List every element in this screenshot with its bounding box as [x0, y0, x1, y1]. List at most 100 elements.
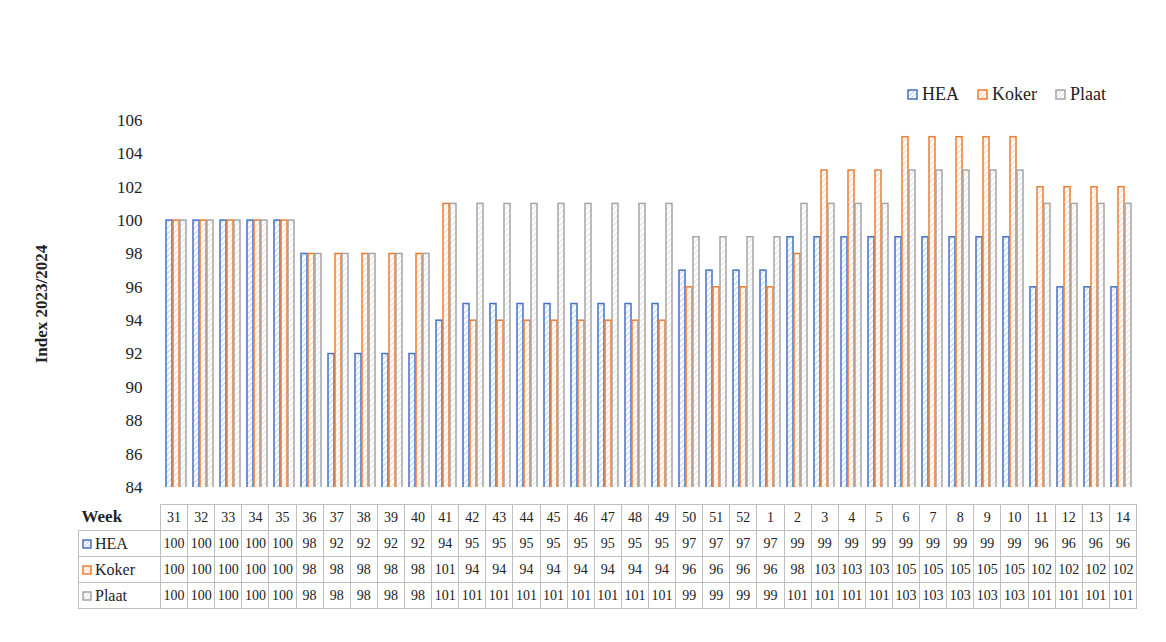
html-text:99: 99 [980, 535, 995, 551]
html-text:35: 35 [275, 509, 290, 525]
html-text:101: 101 [1031, 587, 1052, 603]
html-text:92: 92 [356, 535, 371, 551]
html-text:97: 97 [682, 535, 697, 551]
html-text:12: 12 [1061, 509, 1076, 525]
html-text:46: 46 [573, 509, 588, 525]
html-text:95: 95 [573, 535, 588, 551]
html-text:38: 38 [356, 509, 371, 525]
html-text:103 103 103 105 105 105 105 10: 103 103 103 105 105 105 105 105 [814, 561, 1025, 577]
html-text:44: 44 [519, 509, 534, 525]
html-text:95: 95 [600, 535, 615, 551]
html-text:100 100 100 100: 100 100 100 100 [163, 535, 266, 551]
html-text:102: 102 [1031, 561, 1052, 577]
html-text:39: 39 [383, 509, 398, 525]
html-text:97: 97 [709, 535, 724, 551]
html-text:98: 98 [302, 561, 317, 577]
html-text:101: 101 [434, 561, 456, 577]
html-text:99: 99 [790, 535, 805, 551]
html-text:102 102 102: 102 102 102 [1058, 561, 1134, 577]
html-text:97: 97 [736, 535, 751, 551]
html-text:50: 50 [682, 509, 697, 525]
html-text:34: 34 [248, 509, 263, 525]
html-text:98: 98 [383, 561, 398, 577]
html-text:13: 13 [1088, 509, 1103, 525]
html-text:96: 96 [1034, 535, 1049, 551]
html-text:95: 95 [519, 535, 534, 551]
svg-text:94: 94 [126, 311, 144, 330]
html-text:96: 96 [1061, 535, 1076, 551]
html-text:99: 99 [953, 535, 968, 551]
html-text:92: 92 [329, 535, 344, 551]
html-text:33: 33 [221, 509, 236, 525]
html-text:45: 45 [546, 509, 561, 525]
html-text:95: 95 [465, 535, 480, 551]
html-text:96: 96 [682, 561, 697, 577]
html-text:101 101 101 101 101: 101 101 101 101 101 [543, 587, 673, 603]
svg-text:100: 100 [117, 211, 143, 230]
html-text:10: 10 [1007, 509, 1022, 525]
html-text:98: 98 [302, 535, 317, 551]
html-text:99: 99 [817, 535, 832, 551]
html-text:94: 94 [438, 535, 453, 551]
html-text:Koker: Koker [992, 84, 1037, 104]
html-text:51: 51 [709, 509, 724, 525]
html-text:48: 48 [627, 509, 642, 525]
html-text:99: 99 [844, 535, 859, 551]
html-text:98: 98 [329, 561, 344, 577]
svg-text:88: 88 [126, 411, 143, 430]
html-text:37: 37 [329, 509, 344, 525]
svg-text:96: 96 [126, 278, 143, 297]
html-text:92: 92 [383, 535, 398, 551]
html-text:Plaat: Plaat [1070, 84, 1106, 104]
svg-text:102: 102 [117, 178, 143, 197]
html-text:94: 94 [573, 561, 588, 577]
html-text:96: 96 [1088, 535, 1103, 551]
html-text:101 101 101 101 103 103 103 10: 101 101 101 101 103 103 103 103 103 [787, 587, 1025, 603]
html-text:101 101 101: 101 101 101 [1058, 587, 1134, 603]
html-text:99: 99 [926, 535, 941, 551]
svg-text:98: 98 [126, 244, 143, 263]
html-text:101 101 101: 101 101 101 [434, 587, 510, 603]
html-text:52: 52 [736, 509, 751, 525]
html-text:HEA: HEA [95, 534, 128, 552]
html-text:94: 94 [519, 561, 534, 577]
html-text:100: 100 [272, 561, 293, 577]
html-text:94: 94 [492, 561, 507, 577]
html-text:100: 100 [272, 535, 293, 551]
html-text:97: 97 [763, 535, 778, 551]
html-text:36: 36 [302, 509, 317, 525]
html-text:99: 99 [871, 535, 886, 551]
html-text:14: 14 [1115, 509, 1130, 525]
html-text:95: 95 [546, 535, 561, 551]
html-text:Week: Week [81, 507, 123, 527]
svg-text:84: 84 [126, 478, 144, 493]
html-text:98: 98 [356, 561, 371, 577]
html-text:101: 101 [516, 587, 537, 603]
svg-text:92: 92 [126, 344, 143, 363]
html-text:94: 94 [546, 561, 561, 577]
html-text:47: 47 [600, 509, 615, 525]
svg-text:90: 90 [126, 378, 143, 397]
html-text:96: 96 [1115, 535, 1130, 551]
html-text:94: 94 [627, 561, 642, 577]
svg-text:86: 86 [126, 445, 143, 464]
html-text:94: 94 [465, 561, 480, 577]
html-text:99: 99 [1007, 535, 1022, 551]
html-text:43: 43 [492, 509, 507, 525]
html-text:41: 41 [438, 509, 453, 525]
html-text:100 100 100 100: 100 100 100 100 [163, 587, 266, 603]
html-text:100: 100 [272, 587, 293, 603]
svg-text:Index 2023/2024: Index 2023/2024 [32, 244, 51, 363]
html-text:32: 32 [194, 509, 209, 525]
html-text:42: 42 [465, 509, 480, 525]
html-text:HEA: HEA [922, 84, 959, 104]
html-text:94: 94 [600, 561, 615, 577]
html-text:95: 95 [492, 535, 507, 551]
svg-text:106: 106 [117, 111, 143, 130]
html-text:Plaat: Plaat [95, 586, 127, 604]
html-text:11: 11 [1034, 509, 1049, 525]
html-text:Koker: Koker [95, 560, 135, 578]
svg-text:104: 104 [117, 144, 143, 163]
html-text:95: 95 [627, 535, 642, 551]
html-text:100 100 100 100: 100 100 100 100 [163, 561, 266, 577]
